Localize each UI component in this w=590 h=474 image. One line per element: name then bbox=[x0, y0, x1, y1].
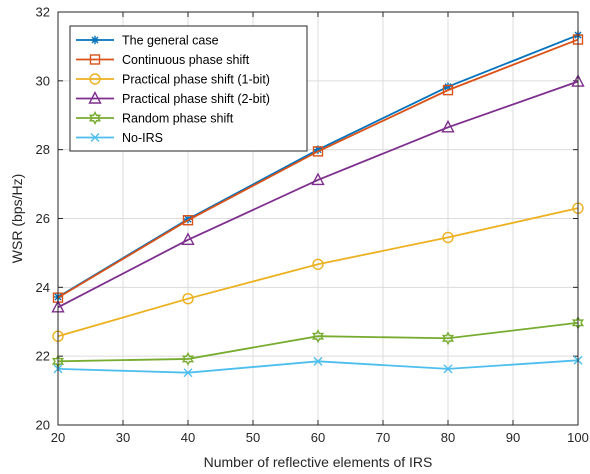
legend-entry: Random phase shift bbox=[76, 110, 234, 126]
hexagram-marker bbox=[311, 329, 325, 344]
square-marker bbox=[182, 215, 194, 226]
asterisk-marker bbox=[183, 214, 193, 224]
asterisk-marker bbox=[90, 35, 100, 45]
x-tick-label: 50 bbox=[246, 430, 260, 445]
triangle-marker bbox=[181, 232, 195, 246]
x-tick-label: 20 bbox=[51, 430, 65, 445]
hexagram-marker bbox=[88, 110, 102, 126]
legend-entry: Practical phase shift (2-bit) bbox=[76, 90, 270, 106]
square-marker bbox=[89, 54, 101, 65]
triangle-marker bbox=[311, 172, 325, 186]
legend-label: No-IRS bbox=[122, 131, 163, 145]
hexagram-marker bbox=[181, 351, 195, 366]
x-marker bbox=[90, 133, 100, 142]
legend-entry: Practical phase shift (1-bit) bbox=[76, 73, 270, 87]
asterisk-marker bbox=[443, 82, 453, 91]
series-line bbox=[57, 207, 579, 338]
x-marker bbox=[183, 368, 193, 378]
legend-label: Continuous phase shift bbox=[122, 53, 250, 67]
x-tick-label: 100 bbox=[567, 430, 589, 445]
y-tick-label: 20 bbox=[36, 418, 50, 433]
x-tick-label: 70 bbox=[376, 430, 390, 445]
series-4 bbox=[51, 315, 585, 369]
legend-entry: The general case bbox=[76, 34, 219, 48]
legend: The general case Continuous phase shift Pr… bbox=[69, 25, 308, 152]
asterisk-marker bbox=[313, 145, 323, 154]
x-tick-label: 80 bbox=[441, 430, 455, 445]
y-tick-label: 32 bbox=[36, 5, 50, 20]
plot-area bbox=[57, 11, 579, 426]
legend-label: Practical phase shift (2-bit) bbox=[122, 92, 270, 106]
series-line bbox=[57, 321, 579, 363]
x-tick-label: 90 bbox=[506, 430, 520, 445]
legend-entry: No-IRS bbox=[76, 131, 163, 145]
y-tick-label: 24 bbox=[36, 280, 50, 295]
circle-marker bbox=[442, 231, 454, 244]
circle-marker bbox=[182, 292, 194, 305]
legend-label: Random phase shift bbox=[122, 112, 234, 126]
legend-entry: Continuous phase shift bbox=[76, 53, 250, 67]
series-lines bbox=[51, 30, 585, 378]
square-marker bbox=[312, 146, 324, 157]
circle-marker bbox=[312, 258, 324, 270]
y-tick-label: 28 bbox=[36, 142, 50, 157]
y-tick-label: 30 bbox=[36, 73, 50, 88]
square-marker bbox=[442, 84, 454, 96]
series-line bbox=[57, 80, 579, 309]
legend-label: The general case bbox=[122, 34, 219, 48]
triangle-marker bbox=[88, 90, 102, 104]
x-marker bbox=[443, 364, 453, 374]
y-axis-label: WSR (bps/Hz) bbox=[9, 174, 25, 263]
y-tick-label: 22 bbox=[36, 349, 50, 364]
legend-label: Practical phase shift (1-bit) bbox=[122, 73, 270, 87]
hexagram-marker bbox=[441, 331, 455, 346]
tick-labels: 20 30 40 50 60 70 80 90 100 20 22 24 26 28 30 32 bbox=[36, 5, 589, 446]
circle-marker bbox=[89, 73, 101, 85]
y-tick-label: 26 bbox=[36, 211, 50, 226]
x-tick-label: 40 bbox=[181, 430, 195, 445]
x-tick-label: 30 bbox=[116, 430, 130, 445]
x-tick-label: 60 bbox=[311, 430, 325, 445]
x-marker bbox=[313, 356, 323, 366]
legend-box bbox=[69, 25, 308, 152]
series-line bbox=[57, 38, 579, 299]
triangle-marker bbox=[441, 119, 455, 133]
x-axis-label: Number of reflective elements of IRS bbox=[204, 454, 433, 470]
